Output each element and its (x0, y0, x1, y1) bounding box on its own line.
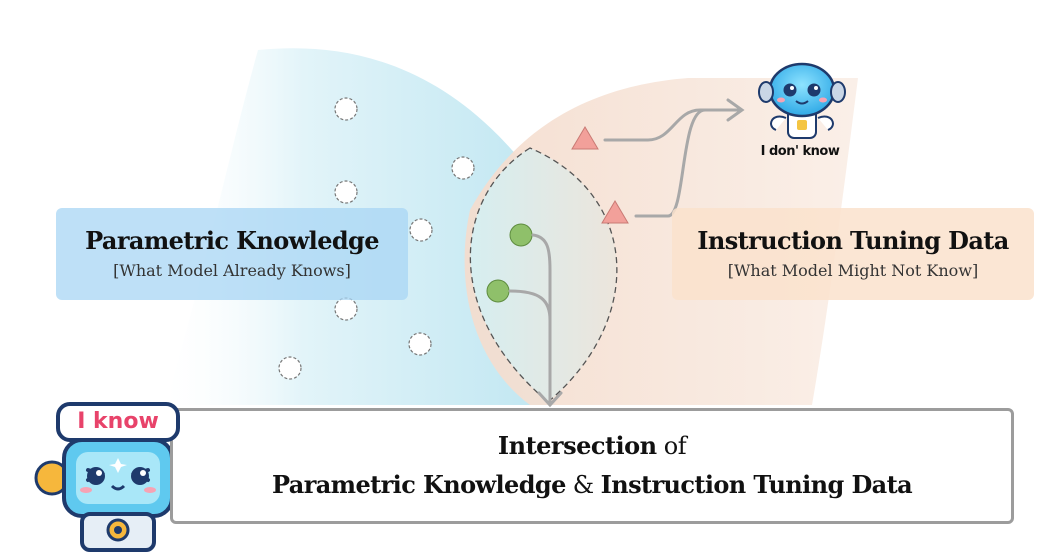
intersection-box: Intersection of Parametric Knowledge & I… (170, 408, 1014, 524)
ampersand: & (565, 471, 601, 499)
confused-robot-icon (758, 62, 846, 139)
known-points (278, 97, 475, 380)
parametric-knowledge-box: Parametric Knowledge [What Model Already… (56, 208, 408, 300)
overlap-point (486, 279, 510, 303)
overlap-arrows (508, 233, 563, 408)
unknown-point (601, 200, 629, 224)
of-word: of (656, 432, 687, 460)
unknown-arrows (603, 98, 745, 218)
intersection-line-2: Parametric Knowledge & Instruction Tunin… (173, 470, 1011, 499)
parametric-knowledge-label: Parametric Knowledge (271, 470, 566, 499)
intersection-word: Intersection (497, 431, 657, 460)
parametric-knowledge-subtitle: [What Model Already Knows] (113, 261, 351, 280)
instruction-tuning-box: Instruction Tuning Data [What Model Migh… (672, 208, 1034, 300)
overlap-point (509, 223, 533, 247)
known-point (451, 156, 475, 180)
known-point (334, 180, 358, 204)
known-point (278, 356, 302, 380)
overlap-region (469, 147, 618, 403)
known-point (334, 297, 358, 321)
known-point (408, 332, 432, 356)
instruction-tuning-subtitle: [What Model Might Not Know] (727, 261, 979, 280)
i-know-speech-bubble: I know (56, 402, 180, 442)
happy-robot-icon (34, 438, 202, 552)
instruction-tuning-title: Instruction Tuning Data (697, 226, 1009, 255)
known-point (334, 97, 358, 121)
i-dont-know-caption: I don' know (760, 144, 840, 159)
unknown-points (571, 126, 629, 224)
known-point (409, 218, 433, 242)
unknown-point (571, 126, 599, 150)
intersection-line-1: Intersection of (173, 431, 1011, 460)
instruction-tuning-label: Instruction Tuning Data (600, 470, 913, 499)
parametric-knowledge-title: Parametric Knowledge (85, 226, 379, 255)
